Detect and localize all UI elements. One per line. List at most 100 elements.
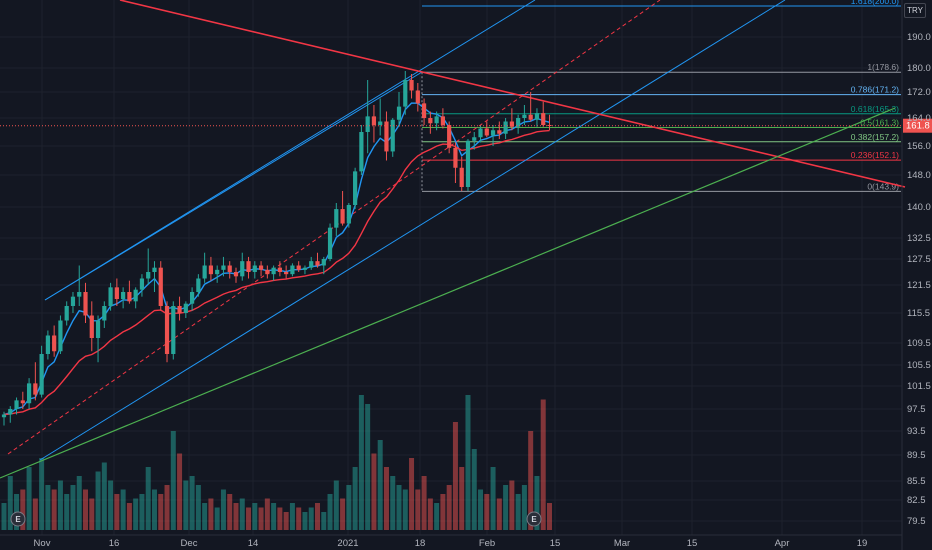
candle — [490, 125, 496, 146]
price-tick-label: 89.5 — [907, 450, 926, 461]
time-axis[interactable]: Nov 16 Dec 14 2021 18 Feb 15 Mar 15 Apr 19 — [0, 0, 903, 550]
earnings-icon[interactable] — [10, 511, 26, 527]
candle — [258, 261, 264, 277]
candle-body — [14, 400, 19, 409]
moving-averages — [3, 102, 550, 416]
channel-top-segment[interactable] — [44, 71, 423, 301]
candle — [353, 167, 358, 210]
volume-bar — [446, 485, 452, 530]
volume-bar — [340, 498, 346, 530]
earnings-marker[interactable]: E — [10, 511, 26, 527]
green-support-line[interactable] — [0, 107, 896, 479]
volume-bar — [283, 512, 289, 530]
volume-bar — [89, 498, 95, 530]
candle-body — [434, 116, 439, 124]
candle-body — [171, 306, 176, 354]
volume-bar — [57, 480, 63, 530]
candle — [327, 223, 333, 262]
candle-body — [196, 278, 201, 292]
volume-bar — [108, 480, 114, 530]
price-tick-label: 132.5 — [907, 233, 931, 244]
candle-body — [440, 116, 445, 125]
candle — [378, 98, 383, 136]
volume-bar — [484, 494, 490, 530]
candle-body — [353, 171, 358, 205]
volume-bar — [390, 476, 396, 530]
candle — [208, 256, 214, 281]
candle — [321, 256, 326, 275]
volume-bar — [233, 503, 239, 530]
candle — [503, 118, 508, 139]
candle-body — [271, 267, 276, 275]
last-price-badge — [903, 118, 932, 133]
volume-bar — [227, 494, 233, 530]
candle-body — [58, 320, 63, 352]
earnings-letter: E — [15, 515, 21, 524]
candle — [64, 301, 69, 326]
volume-bar — [528, 431, 534, 530]
candle — [121, 287, 126, 309]
price-tick-label: 115.5 — [907, 308, 930, 319]
candle — [509, 108, 514, 131]
fib-level-label: 0.236(152.1) — [851, 150, 899, 160]
volume-bar — [126, 503, 132, 530]
volume-bar — [490, 467, 496, 530]
volume-bar — [377, 440, 383, 530]
candle-body — [296, 265, 301, 270]
candle-body — [390, 119, 395, 152]
fib-level-label: 0.786(171.2) — [851, 85, 899, 95]
candle-body — [183, 303, 188, 313]
volume-bar — [371, 453, 377, 530]
candle-body — [221, 265, 226, 270]
candle-body — [340, 209, 345, 224]
price-tick-label: 190.0 — [907, 32, 931, 43]
volume-bar — [534, 476, 540, 530]
trend-lines[interactable] — [0, 0, 906, 479]
candle-body — [190, 292, 195, 304]
volume-bar — [120, 489, 126, 530]
red-resistance-line[interactable] — [119, 0, 906, 188]
candle-body — [359, 132, 364, 172]
candle — [459, 156, 464, 191]
candle — [190, 287, 195, 311]
candle-body — [321, 259, 326, 266]
candle — [384, 111, 389, 161]
candle-body — [177, 306, 182, 313]
time-tick-label: 15 — [687, 538, 698, 549]
candle-body — [246, 261, 251, 272]
candle-body — [490, 130, 496, 136]
earnings-marker[interactable]: E — [526, 511, 542, 527]
candle — [528, 92, 533, 122]
time-tick-label: 19 — [857, 538, 868, 549]
fib-level-label: 0(143.9) — [867, 181, 899, 191]
volume-bar — [252, 503, 258, 530]
volume-bar — [214, 507, 220, 530]
volume-bar — [383, 467, 389, 530]
volume-bar — [515, 494, 521, 530]
volume-bar — [289, 503, 295, 530]
candle-body — [396, 106, 402, 120]
volume-bar — [546, 503, 552, 530]
price-tick-label: 121.5 — [907, 280, 931, 291]
candle-body — [108, 287, 113, 306]
last-price-label: 161.8 — [906, 121, 930, 132]
candle-body — [121, 292, 126, 299]
price-tick-label: 85.5 — [907, 476, 926, 487]
candle — [534, 108, 540, 127]
candle — [290, 263, 295, 277]
price-tick-label: 101.5 — [907, 381, 931, 392]
currency-badge[interactable]: TRY — [904, 3, 926, 18]
channel-lower-line[interactable] — [39, 0, 786, 461]
candle-body — [541, 113, 546, 125]
price-axis[interactable]: 79.5 82.5 85.5 89.5 93.5 97.5 101.5 105.5 109.5 1… — [907, 32, 931, 527]
volume-bar — [346, 485, 352, 530]
candle-body — [240, 261, 245, 277]
candle-body — [233, 272, 239, 277]
volume-bar — [264, 498, 270, 530]
candle-body — [208, 265, 214, 275]
channel-upper-line[interactable] — [44, 0, 536, 301]
earnings-icon[interactable] — [526, 511, 542, 527]
price-tick-label: 180.0 — [907, 63, 931, 74]
candle-body — [70, 296, 76, 306]
